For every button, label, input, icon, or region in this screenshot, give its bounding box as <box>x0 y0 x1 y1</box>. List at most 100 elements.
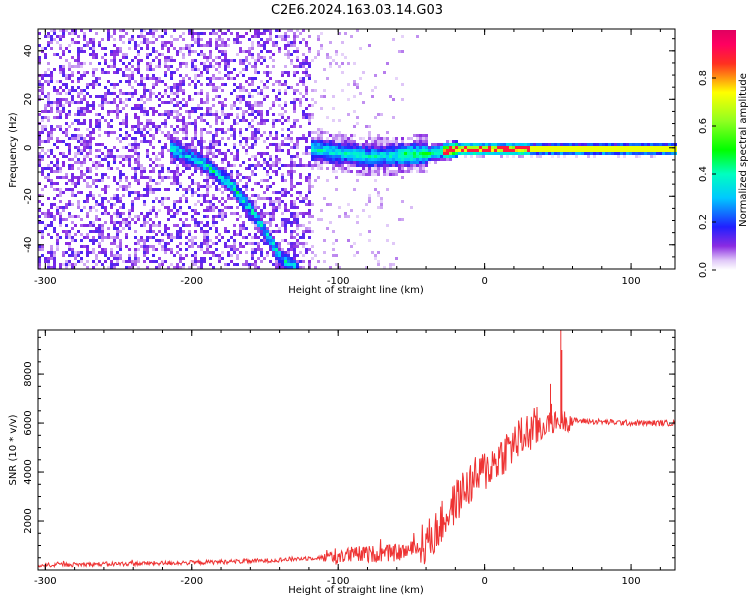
spectrogram-cell <box>203 158 206 161</box>
spectrogram-cell <box>386 140 389 143</box>
spectrogram-cell <box>335 143 338 146</box>
spectrogram-cell <box>368 215 371 218</box>
spectrogram-cell <box>281 221 284 224</box>
spectrogram-cell <box>452 149 455 152</box>
spectrogram-cell <box>161 179 164 182</box>
spectrogram-cell <box>83 107 86 110</box>
spectrogram-cell <box>365 158 368 161</box>
spectrogram-cell <box>296 233 299 236</box>
spectrogram-cell <box>146 176 149 179</box>
spectrogram-cell <box>485 152 488 155</box>
spectrogram-cell <box>434 161 437 164</box>
spectrogram-cell <box>293 215 296 218</box>
spectrogram-cell <box>77 53 80 56</box>
spectrogram-cell <box>44 107 47 110</box>
spectrogram-cell <box>422 155 425 158</box>
spectrogram-cell <box>95 227 98 230</box>
spectrogram-cell <box>89 104 92 107</box>
spectrogram-cell <box>59 116 62 119</box>
spectrogram-cell <box>95 83 98 86</box>
spectrogram-cell <box>230 170 233 173</box>
spectrogram-cell <box>425 140 428 143</box>
spectrogram-cell <box>308 200 311 203</box>
spectrogram-cell <box>239 83 242 86</box>
spectrogram-cell <box>134 257 137 260</box>
spectrogram-cell <box>341 149 344 152</box>
spectrogram-cell <box>341 158 344 161</box>
spectrogram-cell <box>197 107 200 110</box>
spectrogram-cell <box>158 80 161 83</box>
spectrogram-cell <box>110 236 113 239</box>
spectrogram-cell <box>170 74 173 77</box>
spectrogram-cell <box>110 59 113 62</box>
spectrogram-cell <box>296 182 299 185</box>
spectrogram-cell <box>92 251 95 254</box>
spectrogram-cell <box>158 257 161 260</box>
spectrogram-cell <box>203 257 206 260</box>
spectrogram-cell <box>380 164 383 167</box>
spectrogram-cell <box>68 101 71 104</box>
spectrogram-cell <box>242 161 245 164</box>
spectrogram-cell <box>221 113 224 116</box>
spectrogram-cell <box>101 263 104 266</box>
spectrogram-cell <box>173 182 176 185</box>
spectrogram-cell <box>266 161 269 164</box>
spectrogram-cell <box>149 53 152 56</box>
spectrogram-cell <box>293 125 296 128</box>
spectrogram-cell <box>191 35 194 38</box>
spectrogram-cell <box>98 155 101 158</box>
spectrogram-cell <box>338 161 341 164</box>
spectrogram-cell <box>257 224 260 227</box>
spectrogram-cell <box>302 200 305 203</box>
spectrogram-cell <box>80 143 83 146</box>
spectrogram-cell <box>149 158 152 161</box>
spectrogram-cell <box>95 53 98 56</box>
spectrogram-cell <box>344 167 347 170</box>
spectrogram-cell <box>251 65 254 68</box>
spectrogram-cell <box>215 56 218 59</box>
spectrogram-cell <box>278 203 281 206</box>
spectrogram-cell <box>632 149 635 152</box>
spectrogram-cell <box>251 236 254 239</box>
spectrogram-cell <box>272 245 275 248</box>
spectrogram-cell <box>215 32 218 35</box>
spectrogram-cell <box>308 113 311 116</box>
spectrogram-cell <box>341 164 344 167</box>
spectrogram-cell <box>293 245 296 248</box>
spectrogram-cell <box>158 182 161 185</box>
spectrogram-cell <box>242 68 245 71</box>
spectrogram-cell <box>170 233 173 236</box>
spectrogram-cell <box>236 74 239 77</box>
spectrogram-cell <box>158 53 161 56</box>
spectrogram-cell <box>494 143 497 146</box>
spectrogram-cell <box>146 152 149 155</box>
spectrogram-cell <box>182 125 185 128</box>
spectrogram-cell <box>206 92 209 95</box>
spectrogram-cell <box>647 149 650 152</box>
spectrogram-cell <box>152 224 155 227</box>
spectrogram-cell <box>158 176 161 179</box>
spectrogram-cell <box>206 221 209 224</box>
spectrogram-cell <box>74 32 77 35</box>
spectrogram-cell <box>59 44 62 47</box>
spectrogram-cell <box>545 146 548 149</box>
spectrogram-cell <box>179 155 182 158</box>
spectrogram-cell <box>377 149 380 152</box>
spectrogram-cell <box>47 41 50 44</box>
spectrogram-cell <box>101 206 104 209</box>
spectrogram-cell <box>89 53 92 56</box>
spectrogram-cell <box>254 110 257 113</box>
spectrogram-cell <box>134 254 137 257</box>
spectrogram-cell <box>65 116 68 119</box>
spectrogram-cell <box>164 65 167 68</box>
spectrogram-cell <box>236 191 239 194</box>
spectrogram-cell <box>209 167 212 170</box>
spectrogram-cell <box>308 74 311 77</box>
spectrogram-cell <box>170 182 173 185</box>
spectrogram-cell <box>302 116 305 119</box>
spectrogram-cell <box>626 149 629 152</box>
spectrogram-cell <box>278 89 281 92</box>
spectrogram-cell <box>146 68 149 71</box>
spectrogram-cell <box>269 107 272 110</box>
spectrogram-cell <box>257 32 260 35</box>
